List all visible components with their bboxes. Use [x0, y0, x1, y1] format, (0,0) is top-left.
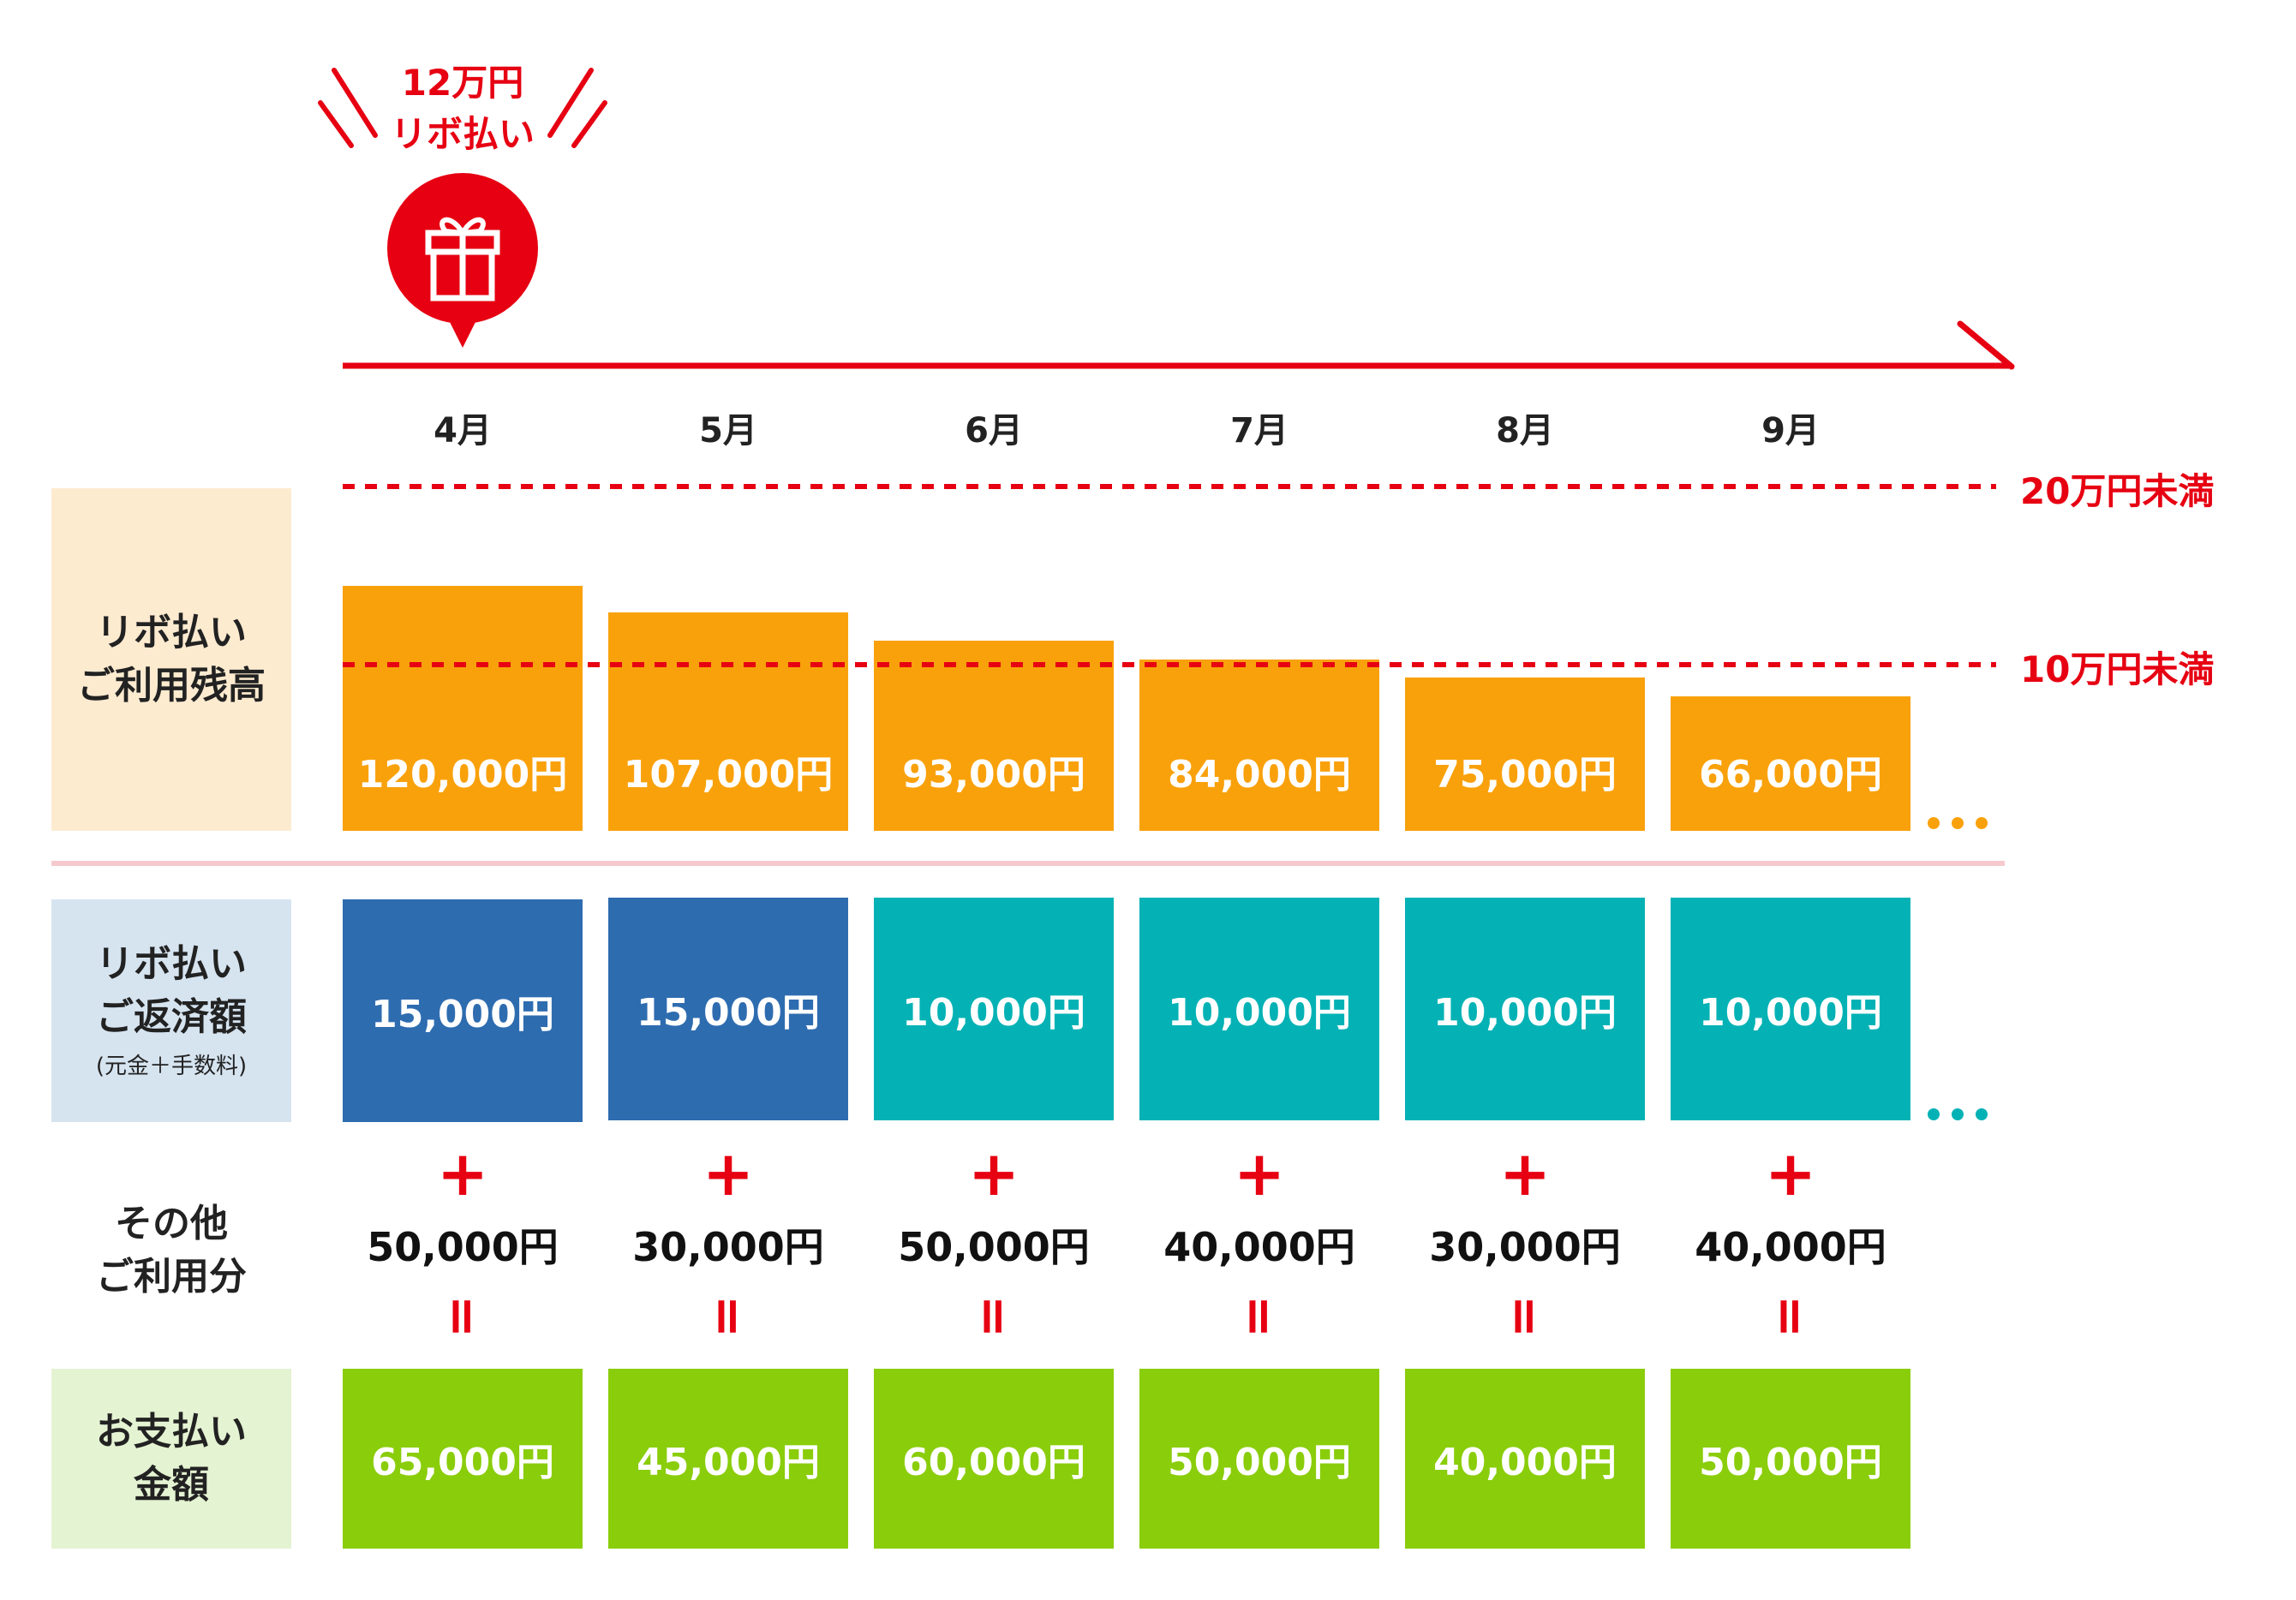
balance-bar: 107,000円	[608, 612, 848, 831]
row-label-line: その他	[115, 1202, 228, 1245]
callout-amount: 12万円	[401, 62, 524, 104]
repayment-cell: 15,000円	[608, 898, 848, 1120]
callout-type: リボ払い	[390, 113, 535, 155]
row-label-line: リボ払い	[96, 942, 247, 986]
payment-cell: 50,000円	[1139, 1369, 1379, 1549]
continuation-dots	[1928, 817, 1988, 829]
equals-sign: =	[1139, 1287, 1379, 1346]
balance-bar: 66,000円	[1671, 696, 1910, 831]
gift-icon	[387, 173, 538, 348]
payment-cell: 65,000円	[343, 1369, 583, 1549]
equals-glyph: =	[433, 1294, 493, 1339]
continuation-dots	[1928, 1108, 1988, 1120]
balance-bar: 84,000円	[1139, 660, 1379, 831]
plus-sign: +	[1498, 1137, 1552, 1209]
payment-cell: 45,000円	[608, 1369, 848, 1549]
section-divider	[51, 861, 2005, 866]
plus-sign: +	[1233, 1137, 1286, 1209]
equals-sign: =	[343, 1287, 583, 1346]
row-label-line: お支払い	[96, 1410, 247, 1454]
row-label-line: リボ払い	[96, 611, 247, 654]
equals-sign: =	[1405, 1287, 1645, 1346]
row-label-other: その他 ご利用分	[51, 1182, 291, 1319]
limit-upper-label: 20万円未満	[2020, 470, 2215, 512]
plus-sign: +	[702, 1137, 755, 1209]
month-label: 8月	[1496, 411, 1554, 451]
row-label-line: ご利用分	[96, 1255, 247, 1299]
equals-sign: =	[1671, 1287, 1910, 1346]
limit-lower-label: 10万円未満	[2020, 648, 2215, 690]
repayment-cell: 10,000円	[1139, 898, 1379, 1120]
timeline-arrow	[343, 320, 2015, 370]
other-usage-value: 40,000円	[1163, 1224, 1355, 1270]
plus-sign: +	[436, 1137, 489, 1209]
month-label: 5月	[699, 411, 757, 451]
payment-cell: 40,000円	[1405, 1369, 1645, 1549]
row-label-payment: お支払い 金額	[51, 1369, 291, 1549]
payment-cell: 60,000円	[874, 1369, 1114, 1549]
plus-sign: +	[967, 1137, 1020, 1209]
month-label: 4月	[433, 411, 492, 451]
equals-glyph: =	[964, 1294, 1024, 1339]
other-usage-value: 50,000円	[898, 1224, 1090, 1270]
payment-cell: 50,000円	[1671, 1369, 1910, 1549]
repayment-cell: 10,000円	[1671, 898, 1910, 1120]
equals-glyph: =	[1761, 1294, 1821, 1339]
equals-sign: =	[874, 1287, 1114, 1346]
repayment-cell: 10,000円	[1405, 898, 1645, 1120]
balance-bar: 93,000円	[874, 641, 1114, 831]
repayment-cell: 10,000円	[874, 898, 1114, 1120]
row-label-line: ご利用残高	[77, 664, 266, 707]
row-label-balance: リボ払い ご利用残高	[51, 488, 291, 831]
equals-glyph: =	[1229, 1294, 1289, 1339]
month-label: 7月	[1230, 411, 1289, 451]
balance-bar: 75,000円	[1405, 678, 1645, 831]
equals-sign: =	[608, 1287, 848, 1346]
row-label-repayment: リボ払い ご返済額 (元金＋手数料)	[51, 899, 291, 1122]
other-usage-value: 40,000円	[1695, 1224, 1886, 1270]
other-usage-value: 50,000円	[367, 1224, 559, 1270]
limit-lines	[343, 484, 1996, 667]
repayment-cell: 15,000円	[343, 899, 583, 1122]
row-label-line: ご返済額	[96, 995, 247, 1039]
burst-lines	[318, 68, 607, 148]
other-usage-value: 30,000円	[1429, 1224, 1621, 1270]
row-label-note: (元金＋手数料)	[95, 1054, 248, 1079]
month-label: 6月	[965, 411, 1023, 451]
month-label: 9月	[1761, 411, 1820, 451]
equals-glyph: =	[698, 1294, 758, 1339]
other-usage-value: 30,000円	[632, 1224, 824, 1270]
row-label-line: 金額	[134, 1463, 209, 1507]
balance-bar: 120,000円	[343, 586, 583, 831]
equals-glyph: =	[1495, 1294, 1555, 1339]
plus-sign: +	[1764, 1137, 1817, 1209]
